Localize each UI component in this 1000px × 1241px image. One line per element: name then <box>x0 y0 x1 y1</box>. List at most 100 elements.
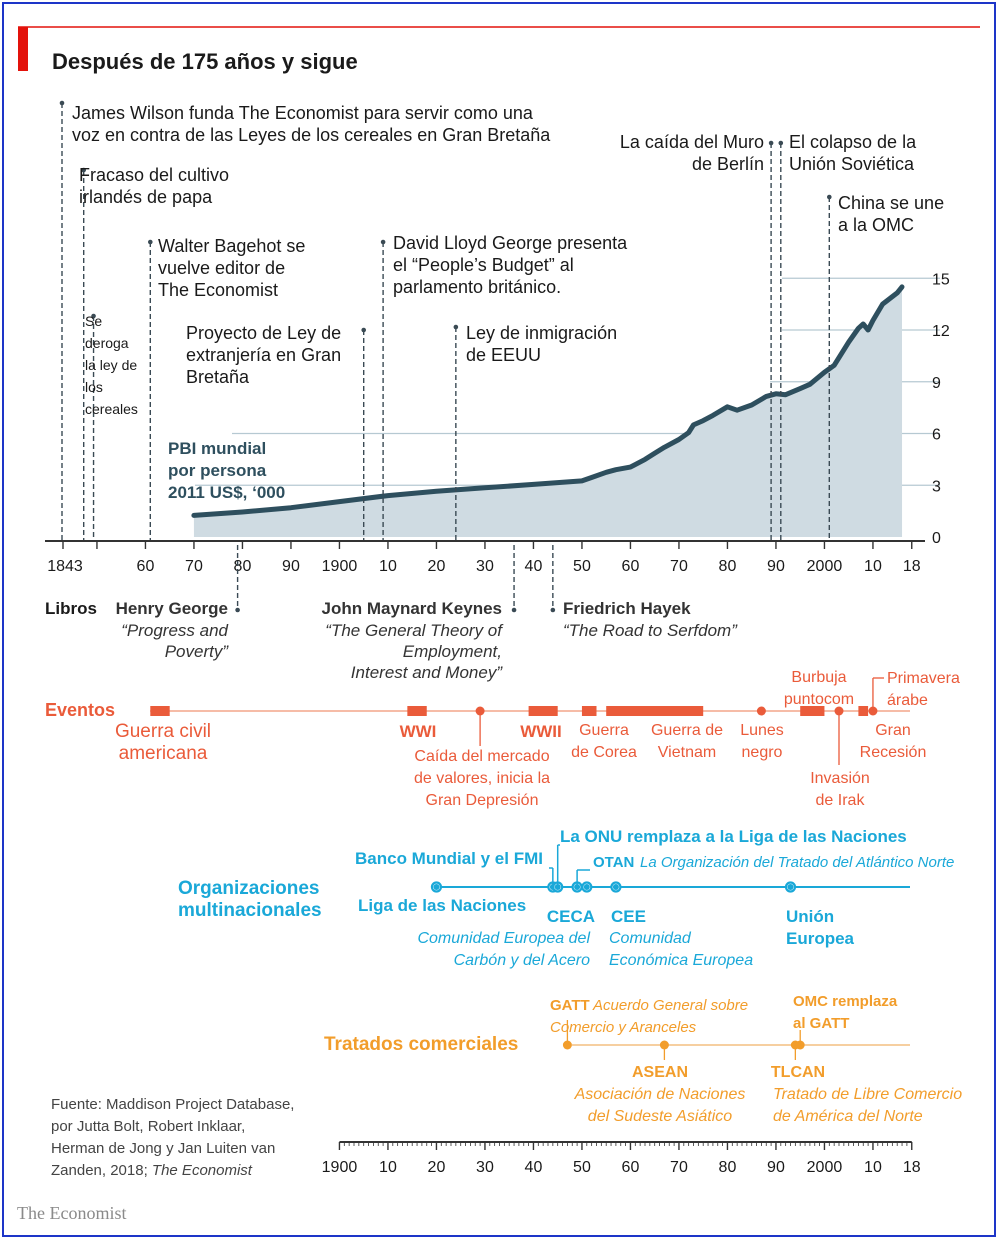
org-name-line: Banco Mundial y el FMI <box>355 849 543 868</box>
annotation-text-line: La caída del Muro <box>620 132 764 152</box>
org-name-line: CEE <box>611 907 646 926</box>
annotation-text-line: The Economist <box>158 280 278 300</box>
annotation-text-line: voz en contra de las Leyes de los cereal… <box>72 125 551 145</box>
annotation-text-line: de EEUU <box>466 345 541 365</box>
org-description-line: Comunidad <box>609 930 692 947</box>
annotation-text-line: deroga <box>85 335 129 351</box>
org-name-line: Europea <box>786 929 855 948</box>
org-point-fill <box>433 884 440 890</box>
red-tag <box>18 27 28 71</box>
book-author: Friedrich Hayek <box>563 599 691 618</box>
annotation-dot <box>768 140 774 146</box>
y-tick-label: 15 <box>932 271 950 288</box>
series-label-line: 2011 US$, ‘000 <box>168 483 285 502</box>
x-tick-label: 18 <box>903 558 921 575</box>
annotation-dot <box>827 194 832 200</box>
org-description-line: Económica Europea <box>609 952 753 969</box>
trade-description: Acuerdo General sobre <box>592 997 748 1014</box>
x-tick-label: 80 <box>234 558 252 575</box>
org-name-line: Liga de las Naciones <box>358 896 526 915</box>
bottom-tick-label: 20 <box>428 1159 446 1176</box>
org-description-line: Comunidad Europea del <box>417 930 590 947</box>
org-name-line: CECA <box>547 907 595 926</box>
event-bar-label-line: Guerra de <box>651 722 723 739</box>
org-point-fill <box>583 884 590 890</box>
events-label: Eventos <box>45 700 115 720</box>
annotation-text-line: Proyecto de Ley de <box>186 323 341 343</box>
page-title: Después de 175 años y sigue <box>52 49 358 74</box>
x-tick-label: 70 <box>670 558 688 575</box>
trade-description-line: del Sudeste Asiático <box>588 1108 732 1125</box>
source-text-line: por Jutta Bolt, Robert Inklaar, <box>51 1118 245 1135</box>
event-point-label-line: de valores, inicia la <box>414 770 550 787</box>
org-name-line: Unión <box>786 907 834 926</box>
event-bar-label-line: Vietnam <box>658 744 716 761</box>
bottom-tick-label: 90 <box>767 1159 785 1176</box>
org-point-fill <box>787 884 794 890</box>
y-tick-label: 6 <box>932 427 941 444</box>
book-title-line: Poverty” <box>165 642 230 661</box>
trade-description-line: Asociación de Naciones <box>574 1086 746 1103</box>
x-tick-label: 2000 <box>807 558 843 575</box>
annotation-text-line: Se <box>85 313 102 329</box>
event-bar <box>528 706 558 716</box>
bottom-tick-label: 30 <box>476 1159 494 1176</box>
x-tick-label: 60 <box>137 558 155 575</box>
event-point-label-line: Primavera <box>887 670 960 687</box>
event-bar-label-line: de Corea <box>571 744 637 761</box>
annotation-text-line: irlandés de papa <box>79 187 213 207</box>
annotation-dot <box>91 313 96 319</box>
bottom-tick-label: 60 <box>622 1159 640 1176</box>
event-point <box>756 706 766 716</box>
x-tick-label: 70 <box>185 558 203 575</box>
annotation-text-line: cereales <box>85 401 138 417</box>
source-italic: The Economist <box>152 1162 253 1179</box>
event-point-label-line: Gran Depresión <box>426 792 539 809</box>
annotation-text-line: Bretaña <box>186 367 250 387</box>
book-title-line: “The Road to Serfdom” <box>563 621 738 640</box>
annotation-dot <box>148 239 153 245</box>
x-tick-label: 80 <box>719 558 737 575</box>
book-title-line: “The General Theory of <box>325 621 504 640</box>
annotation-dot <box>59 100 65 106</box>
bottom-tick-label: 40 <box>525 1159 543 1176</box>
books-label: Libros <box>45 599 97 618</box>
event-bar <box>150 706 170 716</box>
trade-description-line: Tratado de Libre Comercio <box>773 1086 962 1103</box>
org-name-line: La ONU remplaza a la Liga de las Nacione… <box>560 827 907 846</box>
annotation-text-line: Ley de inmigración <box>466 323 617 343</box>
event-bar-label-line: WWI <box>400 722 437 741</box>
trade-name: TLCAN <box>771 1064 825 1081</box>
org-point-fill <box>612 884 619 890</box>
gdp-series-line <box>191 284 905 518</box>
trade-name: OMC remplaza <box>793 993 898 1010</box>
bottom-tick-label: 10 <box>864 1159 882 1176</box>
book-title-line: Interest and Money” <box>351 663 504 682</box>
annotation-text-line: el “People’s Budget” al <box>393 255 574 275</box>
annotation-text-line: Walter Bagehot se <box>158 236 305 256</box>
source-text-line: Fuente: Maddison Project Database, <box>51 1096 294 1113</box>
event-point-label-line: árabe <box>887 692 928 709</box>
y-tick-label: 9 <box>932 375 941 392</box>
x-tick-label: 30 <box>476 558 494 575</box>
annotation-text-line: El colapso de la <box>789 132 917 152</box>
x-tick-label: 1900 <box>322 558 358 575</box>
trade-description: Comercio y Aranceles <box>550 1019 697 1036</box>
annotation-text-line: los <box>85 379 103 395</box>
event-bar-label-line: puntocom <box>784 691 854 708</box>
x-tick-label: 60 <box>622 558 640 575</box>
series-label-line: PBI mundial <box>168 439 266 458</box>
x-tick-label: 50 <box>573 558 591 575</box>
x-tick-label: 90 <box>282 558 300 575</box>
event-point-label-line: Invasión <box>810 770 870 787</box>
annotation-text-line: parlamento británico. <box>393 277 561 297</box>
annotation-text-line: extranjería en Gran <box>186 345 341 365</box>
annotation-dot <box>361 327 367 333</box>
source-text-line: Herman de Jong y Jan Luiten van <box>51 1140 275 1157</box>
bottom-tick-label: 50 <box>573 1159 591 1176</box>
trade-name: GATT <box>550 997 590 1014</box>
annotation-text-line: China se une <box>838 193 944 213</box>
trade-name: ASEAN <box>632 1064 688 1081</box>
